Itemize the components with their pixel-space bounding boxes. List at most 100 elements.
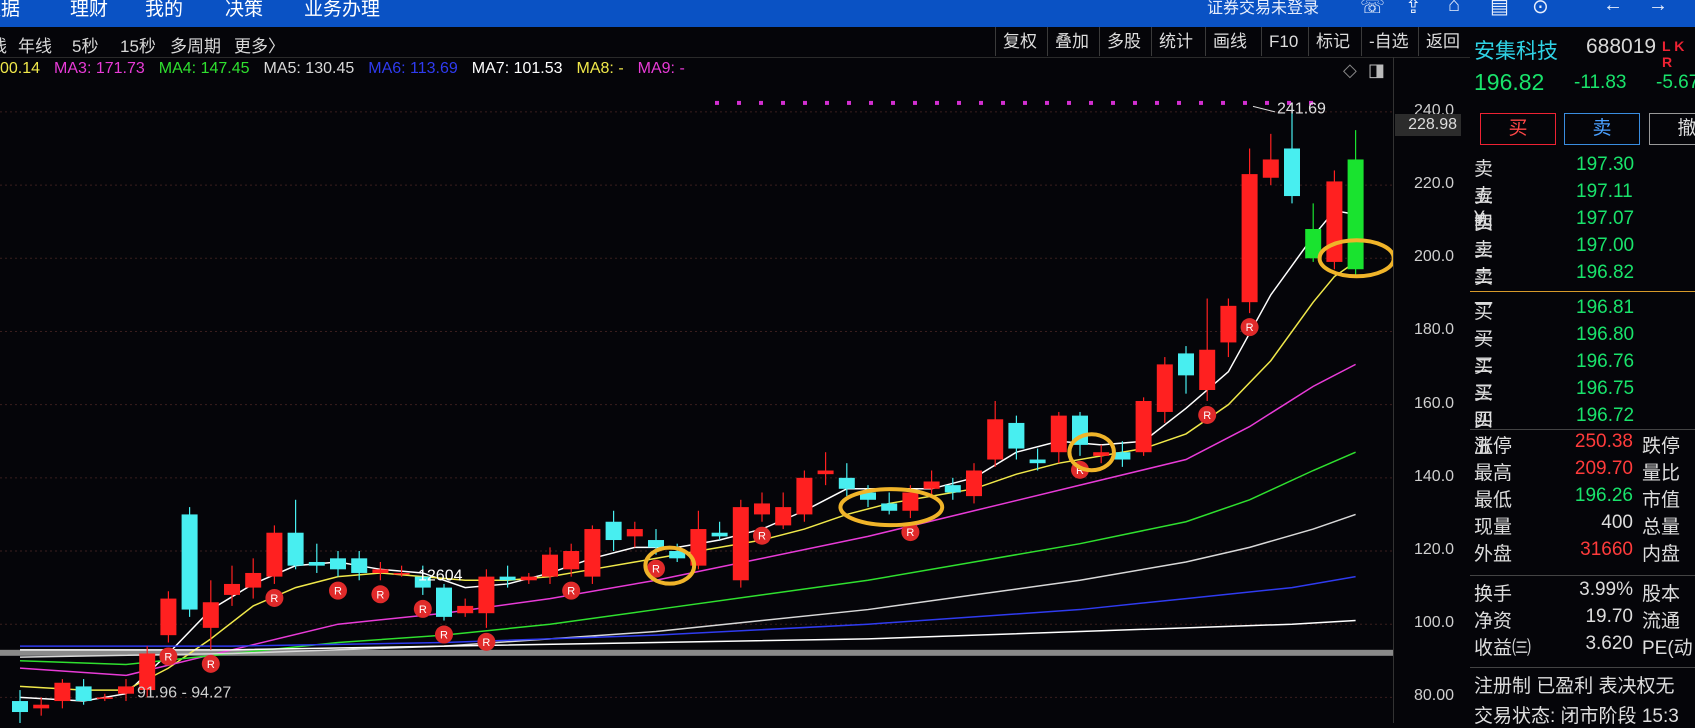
share-icon[interactable]: ⇪: [1405, 0, 1422, 18]
r-marker: [477, 632, 496, 651]
stat-row: 现量 400 总量: [1474, 512, 1695, 538]
candle-body: [1093, 452, 1110, 456]
orderbook-label: 卖二: [1474, 240, 1494, 288]
candle-body: [202, 602, 219, 628]
section-divider: [1470, 575, 1695, 576]
candle-body: [923, 481, 940, 489]
document-icon[interactable]: ▤: [1490, 0, 1509, 18]
buy-button[interactable]: 买: [1480, 113, 1556, 145]
stat-label: 换手: [1474, 584, 1513, 605]
toolbar-button[interactable]: 复权: [995, 27, 1044, 56]
stock-flags: L K R: [1662, 38, 1685, 70]
ma-line: [19, 261, 1357, 691]
guide-dot: [1001, 100, 1005, 105]
stat-label-secondary: 跌停: [1642, 436, 1681, 457]
candle-body: [966, 470, 982, 497]
toolbar-button[interactable]: 统计: [1151, 27, 1200, 56]
stat-value: 209.70: [1574, 458, 1633, 479]
section-divider: [1470, 429, 1695, 430]
panel-toggle-icon[interactable]: ◨: [1368, 60, 1386, 80]
period-tab[interactable]: 15秒: [120, 37, 156, 56]
orderbook-price: 196.75: [1576, 378, 1635, 399]
period-tab[interactable]: 5秒: [72, 37, 99, 56]
r-marker: [265, 588, 284, 607]
orderbook-price: 197.30: [1576, 154, 1635, 175]
toolbar-button[interactable]: 标记: [1308, 27, 1357, 56]
r-marker-label: R: [758, 531, 766, 543]
orderbook-label: 买二: [1474, 329, 1494, 377]
stat-row: 净资 19.70 流通: [1474, 606, 1695, 632]
period-tab[interactable]: 年线: [18, 37, 52, 56]
ma-legend-item: 00.14: [0, 60, 41, 77]
price-change: -11.83: [1574, 72, 1627, 93]
draw-tool-icon[interactable]: ◇: [1343, 60, 1357, 80]
top-menu-item[interactable]: 决策: [225, 0, 264, 20]
stat-label: 现量: [1474, 517, 1513, 538]
stock-name[interactable]: 安集科技: [1474, 40, 1558, 63]
period-tab[interactable]: 更多〉: [234, 37, 285, 56]
period-tab[interactable]: 线: [0, 32, 7, 57]
guide-dot: [935, 100, 939, 105]
r-marker-label: R: [1203, 410, 1211, 422]
stat-value: 196.26: [1574, 485, 1633, 506]
candle-body: [308, 561, 325, 566]
top-menu-item[interactable]: 理财: [70, 0, 109, 20]
orderbook-label: 卖一: [1474, 267, 1494, 315]
stat-label: 最低: [1474, 490, 1513, 511]
candle-body: [563, 551, 580, 570]
candle-body: [732, 507, 749, 581]
candle-body: [944, 485, 961, 493]
r-marker-label: R: [567, 586, 575, 598]
quote-panel: 安集科技 688019 L K R 196.82 -11.83 -5.67 买 …: [1470, 27, 1695, 727]
guide-dot: [1243, 100, 1247, 105]
stat-row: 外盘 31660 内盘: [1474, 539, 1695, 565]
guide-dot: [1133, 100, 1137, 105]
back-arrow-icon[interactable]: ←: [1603, 0, 1623, 16]
stat-label-secondary: 总量: [1642, 517, 1681, 538]
price-change-pct: -5.67: [1656, 72, 1695, 93]
ma-line: [19, 451, 1356, 666]
toolbar-button[interactable]: 叠加: [1047, 27, 1096, 56]
home-icon[interactable]: ⌂: [1448, 0, 1461, 16]
current-price-label: 228.98: [1395, 114, 1461, 136]
sell-button[interactable]: 卖: [1564, 113, 1640, 145]
r-marker: [371, 585, 390, 604]
stat-row: 最低 196.26 市值: [1474, 485, 1695, 511]
toolbar-button[interactable]: 多股: [1099, 27, 1148, 56]
candle-body: [1008, 422, 1025, 449]
period-tab[interactable]: 多周期: [170, 37, 221, 56]
candle-body: [711, 532, 728, 537]
settings-icon[interactable]: ⊙: [1532, 0, 1549, 18]
candle-body: [1114, 452, 1131, 460]
top-menu-item[interactable]: 业务办理: [304, 0, 381, 20]
candle-body: [1241, 174, 1258, 303]
stat-label: 最高: [1474, 463, 1513, 484]
candle-body: [1029, 459, 1046, 464]
guide-dot: [1111, 100, 1115, 105]
support-icon[interactable]: ☏: [1360, 0, 1386, 18]
stat-row: 收益㈢ 3.620 PE(动: [1474, 633, 1695, 659]
cancel-button[interactable]: 撤: [1649, 113, 1695, 145]
toolbar-button[interactable]: -自选: [1361, 27, 1416, 56]
guide-dot: [715, 100, 719, 105]
ma-line: [19, 513, 1356, 658]
toolbar-button[interactable]: 返回: [1418, 27, 1467, 56]
kline-svg[interactable]: R R R R R R R R R R R R R R R 241.69 12604 91.96 - 94.27: [0, 57, 1396, 723]
toolbar-button[interactable]: 画线: [1205, 27, 1254, 56]
toolbar-button[interactable]: F10: [1261, 27, 1305, 56]
candle-body: [457, 605, 474, 614]
top-menu-item[interactable]: 数据: [0, 0, 21, 20]
r-marker: [201, 654, 220, 673]
forward-arrow-icon[interactable]: →: [1648, 0, 1668, 16]
candle-body: [775, 507, 792, 526]
price-axis-tick: 140.0: [1414, 467, 1455, 485]
r-marker: [647, 559, 665, 578]
top-menu-item[interactable]: 我的: [145, 0, 184, 20]
guide-dot: [803, 100, 807, 105]
login-status[interactable]: 证券交易未登录: [1207, 0, 1320, 17]
guide-dot: [1265, 100, 1269, 105]
r-marker-label: R: [270, 593, 278, 605]
candle-body: [902, 492, 919, 511]
kline-chart[interactable]: R R R R R R R R R R R R R R R 241.69 12604 91.96 - 94.27: [0, 57, 1396, 723]
highlight-ellipse: [1067, 432, 1116, 473]
